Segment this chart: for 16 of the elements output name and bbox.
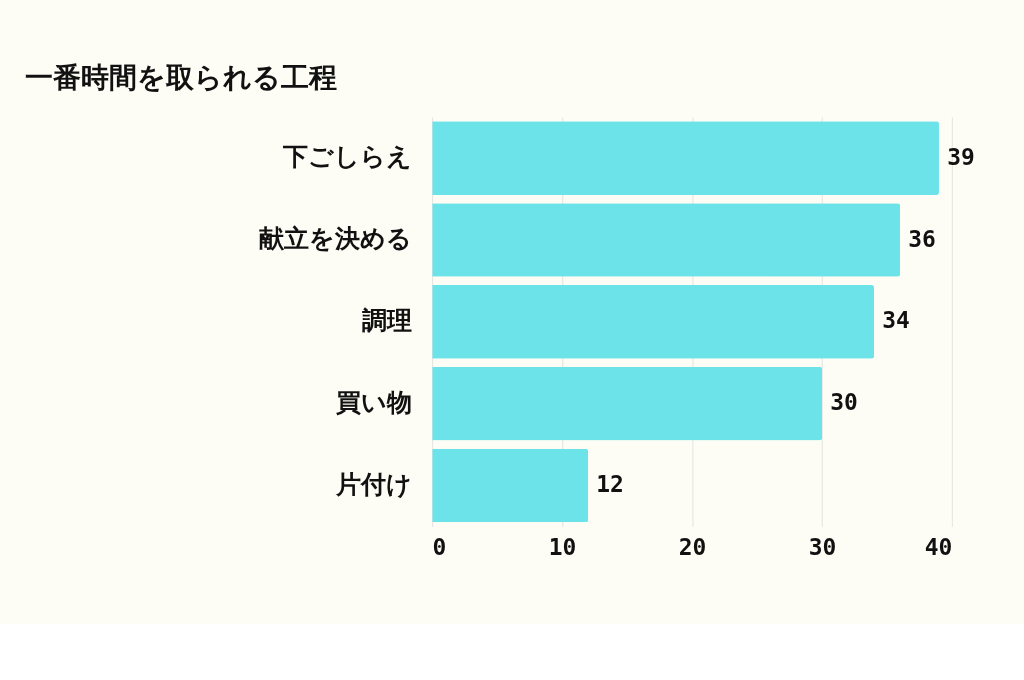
x-tick-label: 10 xyxy=(548,533,577,560)
y-tick-label: 下ごしらえ xyxy=(282,142,413,172)
data-label: 39 xyxy=(947,143,975,170)
data-label: 36 xyxy=(908,225,936,252)
y-tick-label: 調理 xyxy=(362,306,413,336)
data-label: 12 xyxy=(596,471,624,498)
x-tick-label: 0 xyxy=(432,533,447,560)
y-tick-label: 買い物 xyxy=(335,388,413,418)
y-tick-label: 片付け xyxy=(335,469,413,499)
text: 一番時間を取られる工程 xyxy=(24,60,337,94)
y-tick-label: 献立を決める xyxy=(259,224,413,254)
data-label: 34 xyxy=(882,307,910,334)
data-label: 30 xyxy=(830,389,858,416)
x-tick-label: 30 xyxy=(808,533,837,560)
x-tick-label: 40 xyxy=(924,533,953,560)
x-tick-label: 20 xyxy=(678,533,707,560)
